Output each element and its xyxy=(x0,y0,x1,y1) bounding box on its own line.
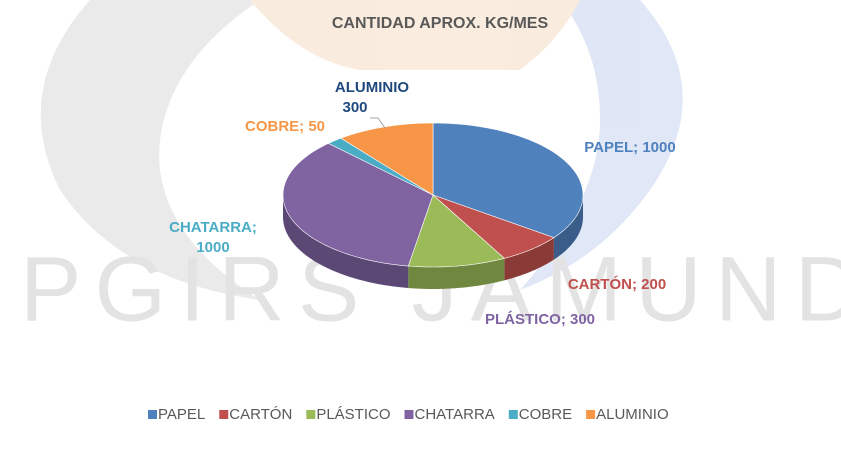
slice-side xyxy=(283,195,409,289)
data-label: ALUMINIO 300 xyxy=(335,79,409,116)
data-label: PLÁSTICO; 300 xyxy=(485,311,595,328)
legend-label: CHATARRA xyxy=(415,406,495,423)
slice xyxy=(432,122,584,238)
slice xyxy=(327,137,434,196)
data-label: CARTÓN; 200 xyxy=(568,275,666,293)
swoosh-gray xyxy=(40,0,261,300)
leader-line xyxy=(370,117,386,129)
legend-swatch xyxy=(508,410,518,419)
slice-side xyxy=(408,258,505,289)
chart-title: CANTIDAD APROX. KG/MES xyxy=(332,15,549,32)
legend-swatch xyxy=(219,410,229,419)
slice-side xyxy=(504,237,554,281)
legend-swatch xyxy=(404,410,414,419)
slice-side xyxy=(553,195,583,260)
legend-label: COBRE xyxy=(519,406,572,423)
data-label: COBRE; 50 xyxy=(245,118,325,135)
data-label: PAPEL; 1000 xyxy=(584,139,675,156)
data-label: CHATARRA; 1000 xyxy=(169,219,257,256)
swoosh-blue xyxy=(520,0,683,290)
legend-swatch xyxy=(148,410,157,419)
slice xyxy=(432,194,555,259)
watermark-shapes xyxy=(40,0,683,300)
slice xyxy=(407,194,506,268)
legend-swatch xyxy=(306,410,316,419)
slice xyxy=(282,143,434,267)
legend-label: PLÁSTICO xyxy=(316,406,390,423)
swoosh-orange xyxy=(250,0,580,70)
legend-label: PAPEL xyxy=(158,406,205,423)
legend-swatch xyxy=(586,410,596,419)
legend-label: CARTÓN xyxy=(229,406,292,423)
legend-label: ALUMINIO xyxy=(596,406,669,423)
